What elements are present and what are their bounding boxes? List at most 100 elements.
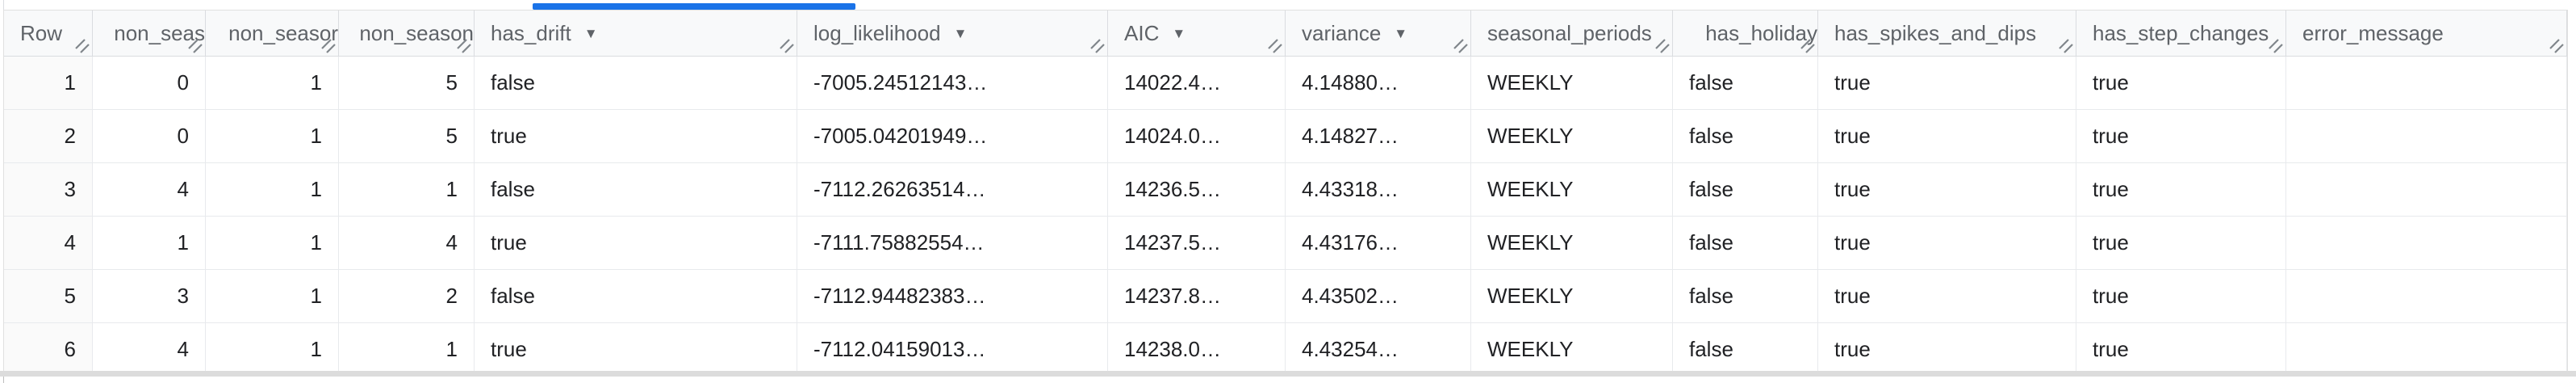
header-cell-has-drift[interactable]: has_drift ▼ bbox=[475, 11, 797, 56]
resize-handle-icon[interactable] bbox=[75, 39, 90, 53]
data-cell-aic: 14238.0… bbox=[1108, 323, 1286, 376]
data-cell-has-spikes-and-dips: true bbox=[1818, 270, 2076, 322]
row-number-cell: 2 bbox=[4, 110, 93, 162]
left-edge-divider-top bbox=[3, 0, 4, 10]
data-cell-seasonal-periods: WEEKLY bbox=[1471, 163, 1673, 216]
data-cell-has-holiday: false bbox=[1673, 57, 1818, 109]
data-cell-has-holiday: false bbox=[1673, 110, 1818, 162]
horizontal-scrollbar-track[interactable] bbox=[0, 371, 2576, 377]
header-cell-has-holiday[interactable]: has_holiday bbox=[1673, 11, 1818, 56]
data-cell-has-drift: false bbox=[475, 57, 797, 109]
table-row: 1 0 1 5 false -7005.24512143… 14022.4… 4.14880…… bbox=[4, 57, 2567, 110]
resize-handle-icon[interactable] bbox=[188, 39, 203, 53]
data-cell-non-season: 5 bbox=[339, 110, 475, 162]
data-cell-has-drift: false bbox=[475, 270, 797, 322]
header-cell-non-seas[interactable]: non_seas bbox=[93, 11, 206, 56]
resize-handle-icon[interactable] bbox=[2059, 39, 2073, 53]
resize-handle-icon[interactable] bbox=[780, 39, 794, 53]
header-row: Row non_seas non_seasor non_season has_drift… bbox=[4, 11, 2567, 57]
data-cell-has-spikes-and-dips: true bbox=[1818, 110, 2076, 162]
data-cell-has-holiday: false bbox=[1673, 217, 1818, 269]
data-cell-non-seas: 0 bbox=[93, 57, 206, 109]
header-cell-aic[interactable]: AIC ▼ bbox=[1108, 11, 1286, 56]
header-cell-error-message[interactable]: error_message bbox=[2286, 11, 2567, 56]
data-cell-has-spikes-and-dips: true bbox=[1818, 323, 2076, 376]
resize-handle-icon[interactable] bbox=[1655, 39, 1670, 53]
row-number-cell: 4 bbox=[4, 217, 93, 269]
column-label-error-message: error_message bbox=[2302, 20, 2444, 45]
header-cell-has-step-changes[interactable]: has_step_changes bbox=[2076, 11, 2286, 56]
data-cell-seasonal-periods: WEEKLY bbox=[1471, 323, 1673, 376]
data-cell-non-seas: 1 bbox=[93, 217, 206, 269]
data-cell-error-message bbox=[2286, 323, 2567, 376]
resize-handle-icon[interactable] bbox=[457, 39, 471, 53]
data-cell-aic: 14237.5… bbox=[1108, 217, 1286, 269]
sort-caret-icon[interactable]: ▼ bbox=[1172, 25, 1186, 41]
data-cell-non-seasor: 1 bbox=[206, 57, 339, 109]
data-cell-non-season: 1 bbox=[339, 163, 475, 216]
data-cell-has-drift: false bbox=[475, 163, 797, 216]
header-cell-seasonal-periods[interactable]: seasonal_periods bbox=[1471, 11, 1673, 56]
row-number-cell: 6 bbox=[4, 323, 93, 376]
data-cell-error-message bbox=[2286, 57, 2567, 109]
data-cell-non-seas: 4 bbox=[93, 323, 206, 376]
row-number-cell: 3 bbox=[4, 163, 93, 216]
header-cell-row[interactable]: Row bbox=[4, 11, 93, 56]
data-cell-log-likelihood: -7005.24512143… bbox=[797, 57, 1108, 109]
data-cell-seasonal-periods: WEEKLY bbox=[1471, 110, 1673, 162]
column-label-variance: variance bbox=[1302, 20, 1382, 45]
data-cell-non-seasor: 1 bbox=[206, 217, 339, 269]
data-cell-variance: 4.43502… bbox=[1286, 270, 1471, 322]
column-label-log-likelihood: log_likelihood bbox=[813, 20, 941, 45]
data-cell-seasonal-periods: WEEKLY bbox=[1471, 217, 1673, 269]
resize-handle-icon[interactable] bbox=[1453, 39, 1468, 53]
row-number-cell: 1 bbox=[4, 57, 93, 109]
row-number-cell: 5 bbox=[4, 270, 93, 322]
data-cell-error-message bbox=[2286, 270, 2567, 322]
sort-caret-icon[interactable]: ▼ bbox=[583, 25, 598, 41]
resize-handle-icon[interactable] bbox=[2269, 39, 2283, 53]
data-cell-error-message bbox=[2286, 163, 2567, 216]
data-cell-has-holiday: false bbox=[1673, 163, 1818, 216]
table-row: 4 1 1 4 true -7111.75882554… 14237.5… 4.43176… W… bbox=[4, 217, 2567, 270]
header-cell-log-likelihood[interactable]: log_likelihood ▼ bbox=[797, 11, 1108, 56]
data-cell-log-likelihood: -7005.04201949… bbox=[797, 110, 1108, 162]
resize-handle-icon[interactable] bbox=[1090, 39, 1105, 53]
header-cell-non-seasor[interactable]: non_seasor bbox=[206, 11, 339, 56]
data-cell-non-season: 1 bbox=[339, 323, 475, 376]
data-cell-non-seasor: 1 bbox=[206, 110, 339, 162]
column-label-aic: AIC bbox=[1124, 20, 1160, 45]
data-cell-has-holiday: false bbox=[1673, 270, 1818, 322]
data-cell-variance: 4.14827… bbox=[1286, 110, 1471, 162]
data-cell-has-step-changes: true bbox=[2076, 110, 2286, 162]
resize-handle-icon[interactable] bbox=[1800, 39, 1815, 53]
column-label-has-drift: has_drift bbox=[491, 20, 571, 45]
resize-handle-icon[interactable] bbox=[2549, 39, 2564, 53]
data-cell-log-likelihood: -7112.26263514… bbox=[797, 163, 1108, 216]
data-cell-has-step-changes: true bbox=[2076, 217, 2286, 269]
table-row: 6 4 1 1 true -7112.04159013… 14238.0… 4.43254… W… bbox=[4, 323, 2567, 377]
header-cell-has-spikes-and-dips[interactable]: has_spikes_and_dips bbox=[1818, 11, 2076, 56]
data-cell-seasonal-periods: WEEKLY bbox=[1471, 270, 1673, 322]
data-cell-has-step-changes: true bbox=[2076, 57, 2286, 109]
data-cell-error-message bbox=[2286, 217, 2567, 269]
data-cell-log-likelihood: -7112.94482383… bbox=[797, 270, 1108, 322]
data-cell-non-seasor: 1 bbox=[206, 163, 339, 216]
resize-handle-icon[interactable] bbox=[1268, 39, 1282, 53]
left-edge-divider-bottom bbox=[3, 377, 4, 383]
column-label-seasonal-periods: seasonal_periods bbox=[1487, 20, 1652, 45]
table-row: 3 4 1 1 false -7112.26263514… 14236.5… 4.43318…… bbox=[4, 163, 2567, 217]
sort-caret-icon[interactable]: ▼ bbox=[953, 25, 968, 41]
header-cell-non-season[interactable]: non_season bbox=[339, 11, 475, 56]
data-cell-has-step-changes: true bbox=[2076, 323, 2286, 376]
column-label-non-seasor: non_seasor bbox=[228, 20, 338, 45]
data-cell-variance: 4.43176… bbox=[1286, 217, 1471, 269]
data-cell-non-seasor: 1 bbox=[206, 270, 339, 322]
header-cell-variance[interactable]: variance ▼ bbox=[1286, 11, 1471, 56]
sort-caret-icon[interactable]: ▼ bbox=[1394, 25, 1408, 41]
table-row: 5 3 1 2 false -7112.94482383… 14237.8… 4.43502…… bbox=[4, 270, 2567, 323]
data-cell-non-season: 5 bbox=[339, 57, 475, 109]
resize-handle-icon[interactable] bbox=[321, 39, 336, 53]
column-label-has-spikes-and-dips: has_spikes_and_dips bbox=[1834, 20, 2037, 45]
